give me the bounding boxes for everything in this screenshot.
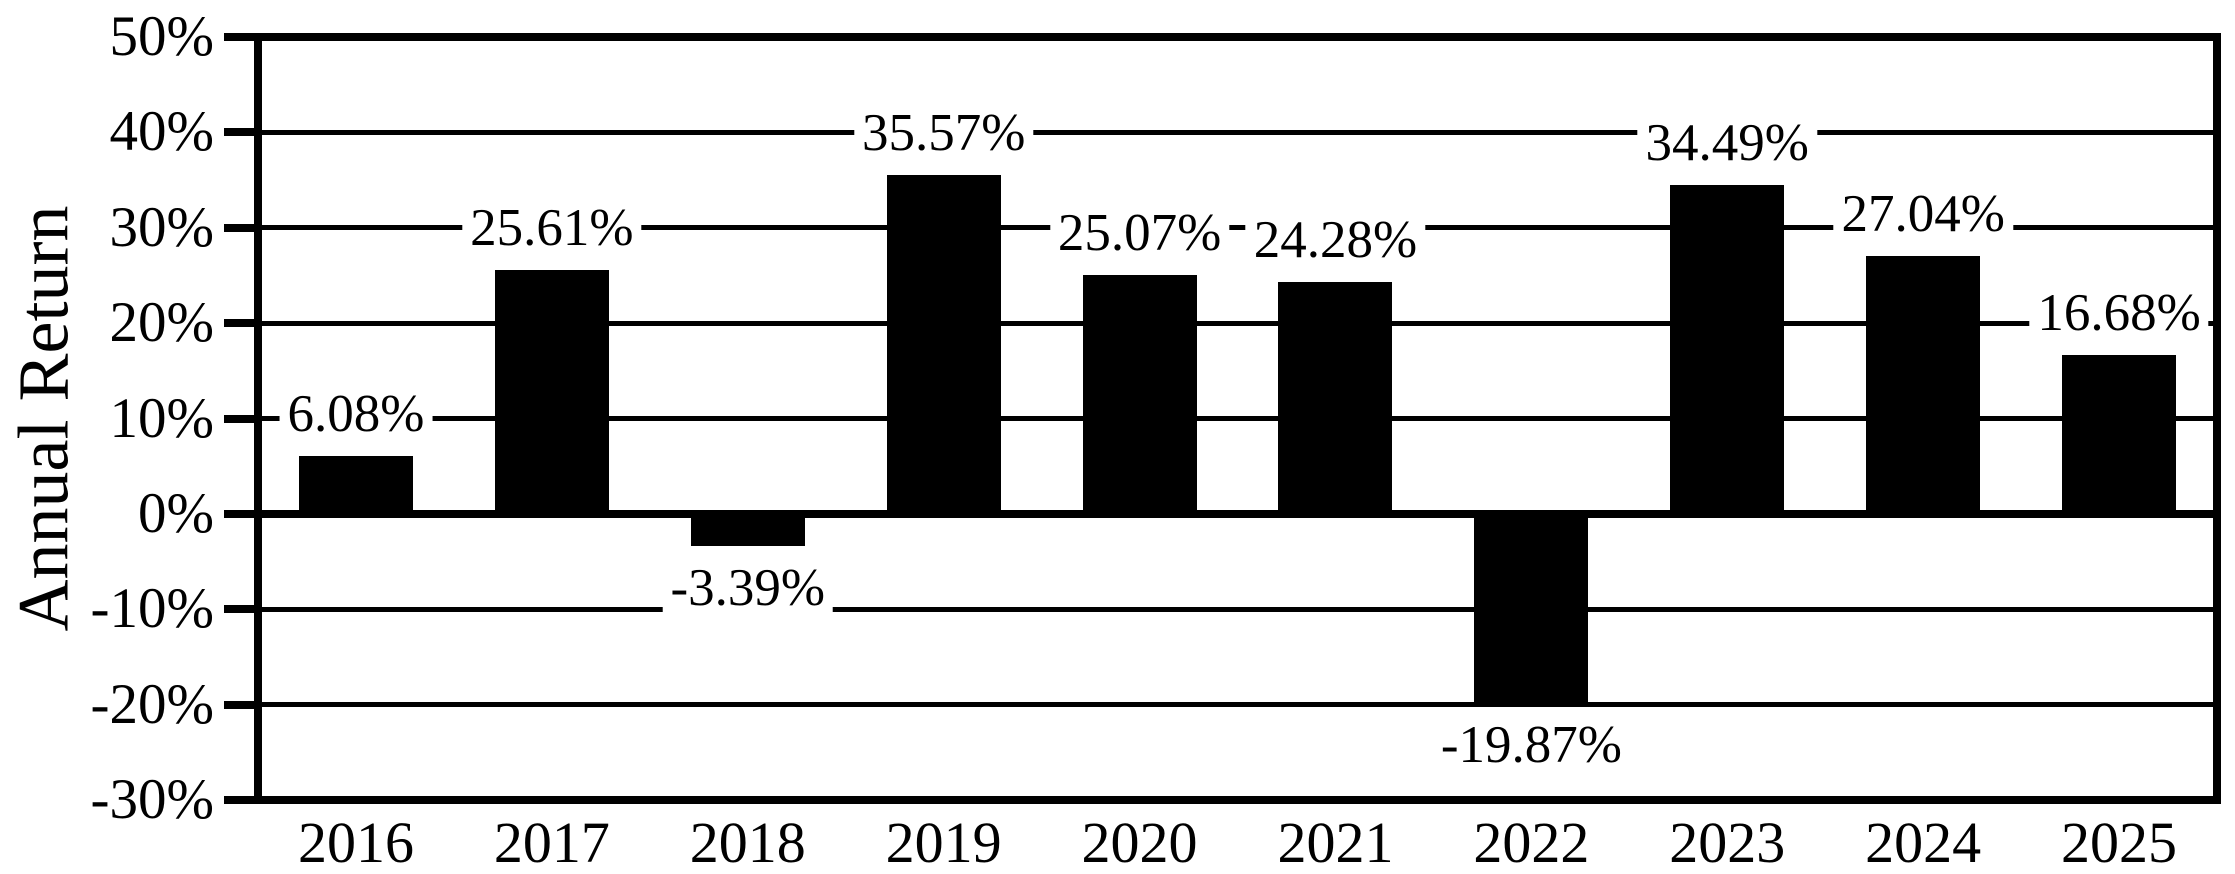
bar-2019 xyxy=(886,174,1001,514)
y-tick xyxy=(224,605,258,614)
x-tick-label: 2021 xyxy=(1277,810,1394,874)
bar-2024 xyxy=(1866,255,1981,514)
plot-border-right xyxy=(2213,33,2221,804)
plot-border-top xyxy=(258,33,2217,41)
bar-2025 xyxy=(2062,354,2177,514)
y-tick xyxy=(224,33,258,41)
bar-value-label: -19.87% xyxy=(1432,715,1630,776)
y-tick-label: -10% xyxy=(90,577,214,641)
x-tick-label: 2018 xyxy=(689,810,806,874)
bar-value-label: 24.28% xyxy=(1245,210,1426,271)
bar-2017 xyxy=(494,269,609,514)
bar-2016 xyxy=(298,455,413,514)
y-tick-label: 50% xyxy=(109,5,214,68)
y-tick-label: 40% xyxy=(109,100,214,164)
bar-value-label: 16.68% xyxy=(2029,282,2209,343)
gridline xyxy=(258,416,2217,421)
y-tick xyxy=(224,319,258,328)
bar-2021 xyxy=(1278,282,1393,514)
zero-line xyxy=(258,509,2217,518)
bar-value-label: 35.57% xyxy=(853,102,1034,163)
x-tick-label: 2024 xyxy=(1865,810,1982,874)
bar-value-label: 27.04% xyxy=(1833,183,2013,244)
y-tick-label: -20% xyxy=(90,672,214,736)
bar-value-label: 25.61% xyxy=(462,197,642,258)
y-tick xyxy=(224,414,258,423)
plot-border-bottom xyxy=(258,796,2217,804)
y-tick xyxy=(224,796,258,804)
gridline xyxy=(258,129,2217,135)
x-tick-label: 2016 xyxy=(297,810,414,874)
bar-2018 xyxy=(690,513,805,547)
gridline xyxy=(258,225,2217,231)
bar-value-label: 25.07% xyxy=(1049,202,1230,263)
bar-2020 xyxy=(1082,274,1197,514)
gridline xyxy=(258,320,2217,326)
x-tick-label: 2025 xyxy=(2061,810,2178,874)
y-axis-line xyxy=(254,33,262,804)
y-tick xyxy=(224,223,258,232)
x-tick-label: 2019 xyxy=(885,810,1002,874)
gridline xyxy=(258,702,2217,708)
bar-2023 xyxy=(1670,184,1785,514)
x-tick-label: 2023 xyxy=(1669,810,1786,874)
gridline xyxy=(258,606,2217,612)
y-tick-label: 10% xyxy=(109,386,214,450)
x-tick-label: 2022 xyxy=(1473,810,1590,874)
y-tick xyxy=(224,509,258,518)
y-tick xyxy=(224,128,258,137)
x-tick-label: 2020 xyxy=(1081,810,1198,874)
bar-value-label: 34.49% xyxy=(1637,112,1817,173)
y-tick xyxy=(224,700,258,709)
y-tick-label: 30% xyxy=(109,195,214,259)
y-tick-label: 20% xyxy=(109,291,214,355)
x-tick-label: 2017 xyxy=(493,810,610,874)
bar-value-label: -3.39% xyxy=(662,558,834,619)
y-tick-label: 0% xyxy=(138,481,214,545)
bar-2022 xyxy=(1474,513,1589,704)
y-tick-label: -30% xyxy=(90,768,214,831)
bar-value-label: 6.08% xyxy=(279,383,433,444)
